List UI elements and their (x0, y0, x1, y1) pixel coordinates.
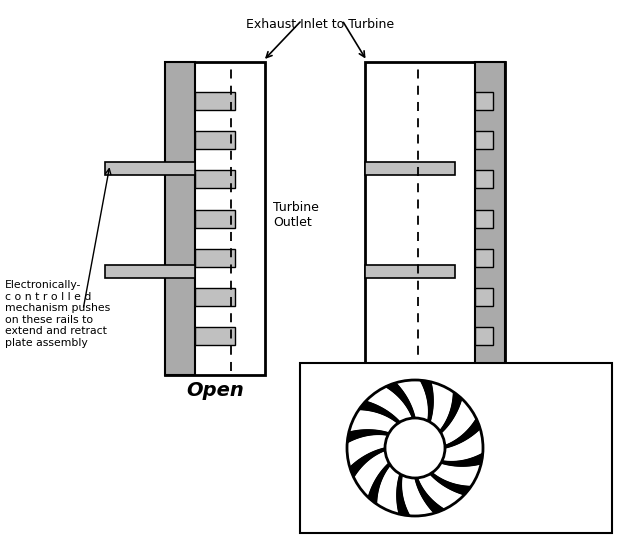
Polygon shape (359, 401, 400, 423)
Bar (195, 171, 235, 188)
Bar (195, 249, 235, 267)
Bar (475, 171, 493, 188)
Bar (475, 92, 493, 110)
Polygon shape (441, 454, 483, 466)
Bar (195, 288, 235, 306)
Text: Turbine
w h e e l
fits   in
this hole: Turbine w h e e l fits in this hole (310, 407, 361, 465)
Polygon shape (386, 383, 415, 418)
Bar (475, 209, 493, 228)
Polygon shape (440, 392, 462, 433)
Bar (475, 249, 493, 267)
Bar (195, 131, 235, 149)
Bar (365, 265, 455, 278)
Bar (475, 131, 493, 149)
Bar (105, 162, 195, 175)
Polygon shape (430, 473, 471, 495)
Text: Exhaust
gas in: Exhaust gas in (532, 394, 580, 422)
Polygon shape (350, 448, 385, 477)
Bar (165, 62, 195, 375)
Polygon shape (415, 478, 444, 513)
Polygon shape (347, 430, 389, 443)
Polygon shape (368, 463, 390, 504)
Bar (475, 327, 493, 345)
Polygon shape (397, 474, 410, 516)
Bar (195, 327, 235, 345)
Text: Turbine
Outlet: Turbine Outlet (273, 201, 319, 229)
Bar (300, 363, 612, 533)
Bar (475, 288, 493, 306)
Polygon shape (445, 419, 480, 448)
Bar (195, 92, 235, 110)
Text: Exhaust Inlet to Turbine: Exhaust Inlet to Turbine (246, 18, 394, 31)
Polygon shape (421, 380, 433, 422)
Bar (105, 265, 195, 278)
Bar (165, 62, 265, 375)
Bar (195, 209, 235, 228)
Bar (365, 162, 455, 175)
Text: Electronically-
c o n t r o l l e d
mechanism pushes
on these rails to
extend an: Electronically- c o n t r o l l e d mech… (5, 280, 110, 348)
Bar (475, 62, 505, 375)
Text: Open: Open (186, 381, 244, 400)
Text: Closed: Closed (399, 381, 472, 400)
Bar (365, 62, 505, 375)
Circle shape (385, 418, 445, 478)
